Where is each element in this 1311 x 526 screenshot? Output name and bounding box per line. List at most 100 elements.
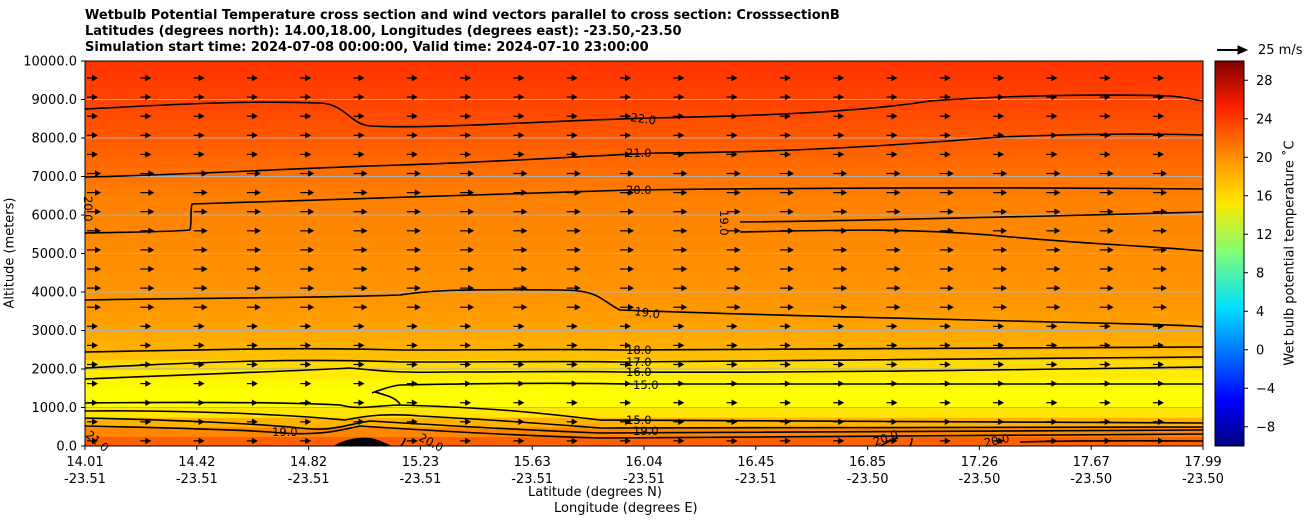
x-tick-label-lat: 16.85 xyxy=(849,455,886,470)
wind-arrow xyxy=(1153,265,1167,273)
wind-arrow xyxy=(993,246,1008,254)
wind-arrow xyxy=(939,437,951,445)
wind-arrow xyxy=(886,93,898,101)
wind-key-arrow xyxy=(1217,45,1249,55)
temperature-band xyxy=(85,388,1203,399)
wind-arrow xyxy=(620,132,631,139)
contour-label: 20.0 xyxy=(626,183,652,197)
wind-arrow xyxy=(1153,342,1164,349)
y-tick-label: 3000.0 xyxy=(32,324,78,339)
wind-arrow xyxy=(833,151,845,158)
wind-arrow xyxy=(1153,132,1164,139)
wind-arrow xyxy=(993,399,1005,406)
temperature-band xyxy=(85,176,1203,187)
wind-arrow xyxy=(513,113,525,120)
wind-arrow xyxy=(673,437,685,445)
wind-arrow xyxy=(673,380,685,387)
wind-arrow xyxy=(993,113,1005,120)
wind-arrow xyxy=(886,437,898,445)
wind-arrow xyxy=(993,151,1005,158)
wind-arrow xyxy=(1153,418,1164,425)
wind-arrow xyxy=(1099,437,1111,445)
wind-arrow xyxy=(87,132,98,139)
wind-arrow xyxy=(620,323,631,330)
temperature-band xyxy=(85,118,1203,129)
wind-arrow xyxy=(566,284,581,292)
temperature-band xyxy=(85,311,1203,322)
wind-arrow xyxy=(513,170,528,177)
wind-arrow xyxy=(246,246,261,254)
wind-arrow xyxy=(993,74,1005,82)
y-axis-label: Altitude (meters) xyxy=(2,197,18,309)
wind-arrow xyxy=(1099,323,1111,330)
temperature-band xyxy=(85,80,1203,91)
temperature-band xyxy=(85,99,1203,110)
wind-arrow xyxy=(246,93,258,101)
wind-arrow xyxy=(726,265,741,273)
wind-arrow xyxy=(513,323,525,330)
wind-arrow xyxy=(779,189,794,196)
wind-arrow xyxy=(993,208,1008,215)
wind-arrow xyxy=(300,380,312,387)
wind-arrow xyxy=(513,418,525,425)
wind-arrow xyxy=(1099,246,1114,254)
temperature-band xyxy=(85,426,1203,437)
wind-arrow xyxy=(620,342,631,349)
wind-arrow xyxy=(939,380,951,387)
wind-arrow xyxy=(779,418,791,425)
wind-arrow xyxy=(406,304,421,311)
wind-arrow xyxy=(1046,113,1058,120)
wind-arrow xyxy=(193,265,208,273)
x-tick-label-lat: 15.63 xyxy=(514,455,551,470)
x-tick-label-lon: -23.50 xyxy=(847,472,889,487)
contour-15b xyxy=(374,391,401,405)
wind-arrow xyxy=(779,74,791,82)
wind-arrow xyxy=(566,74,578,82)
wind-arrow xyxy=(939,284,954,292)
temperature-band xyxy=(85,157,1203,168)
wind-arrow xyxy=(140,227,155,234)
wind-arrow xyxy=(406,113,418,120)
wind-arrow xyxy=(460,170,475,177)
wind-arrow xyxy=(300,342,312,349)
wind-arrow xyxy=(1046,246,1061,254)
contour-20-sfc4 xyxy=(909,437,913,446)
wind-arrow xyxy=(779,399,791,406)
wind-arrow xyxy=(406,284,421,292)
wind-arrow xyxy=(460,342,472,349)
contour-label: 15.0 xyxy=(626,413,652,427)
wind-arrow xyxy=(140,246,155,254)
wind-arrow xyxy=(87,437,98,445)
wind-arrow xyxy=(460,418,472,425)
x-tick-label-lon: -23.50 xyxy=(1182,472,1224,487)
wind-arrow xyxy=(939,208,954,215)
wind-arrow xyxy=(726,437,738,445)
wind-arrow xyxy=(300,265,315,273)
wind-arrow xyxy=(993,170,1008,177)
wind-arrow xyxy=(246,399,258,406)
wind-arrow xyxy=(300,113,312,120)
wind-arrow xyxy=(140,323,152,330)
wind-arrow xyxy=(833,113,845,120)
wind-arrow xyxy=(993,380,1005,387)
wind-arrow xyxy=(620,437,631,445)
wind-arrow xyxy=(566,227,581,234)
wind-arrow xyxy=(460,74,472,82)
wind-arrow xyxy=(779,208,794,215)
wind-arrow xyxy=(193,361,205,368)
wind-arrow xyxy=(193,151,205,158)
wind-arrow xyxy=(140,361,152,368)
wind-arrow xyxy=(87,227,101,234)
contour-label: 19.0 xyxy=(717,210,731,236)
temperature-band xyxy=(85,215,1203,226)
temperature-band xyxy=(85,272,1203,283)
y-tick-label: 9000.0 xyxy=(32,93,78,108)
wind-arrow xyxy=(246,113,258,120)
wind-arrow xyxy=(673,246,688,254)
colorbar-tick-label: 28 xyxy=(1256,74,1273,89)
wind-arrow xyxy=(673,208,688,215)
terrain xyxy=(333,437,391,446)
wind-arrow xyxy=(513,361,525,368)
wind-arrow xyxy=(87,399,98,406)
wind-arrow xyxy=(566,399,578,406)
